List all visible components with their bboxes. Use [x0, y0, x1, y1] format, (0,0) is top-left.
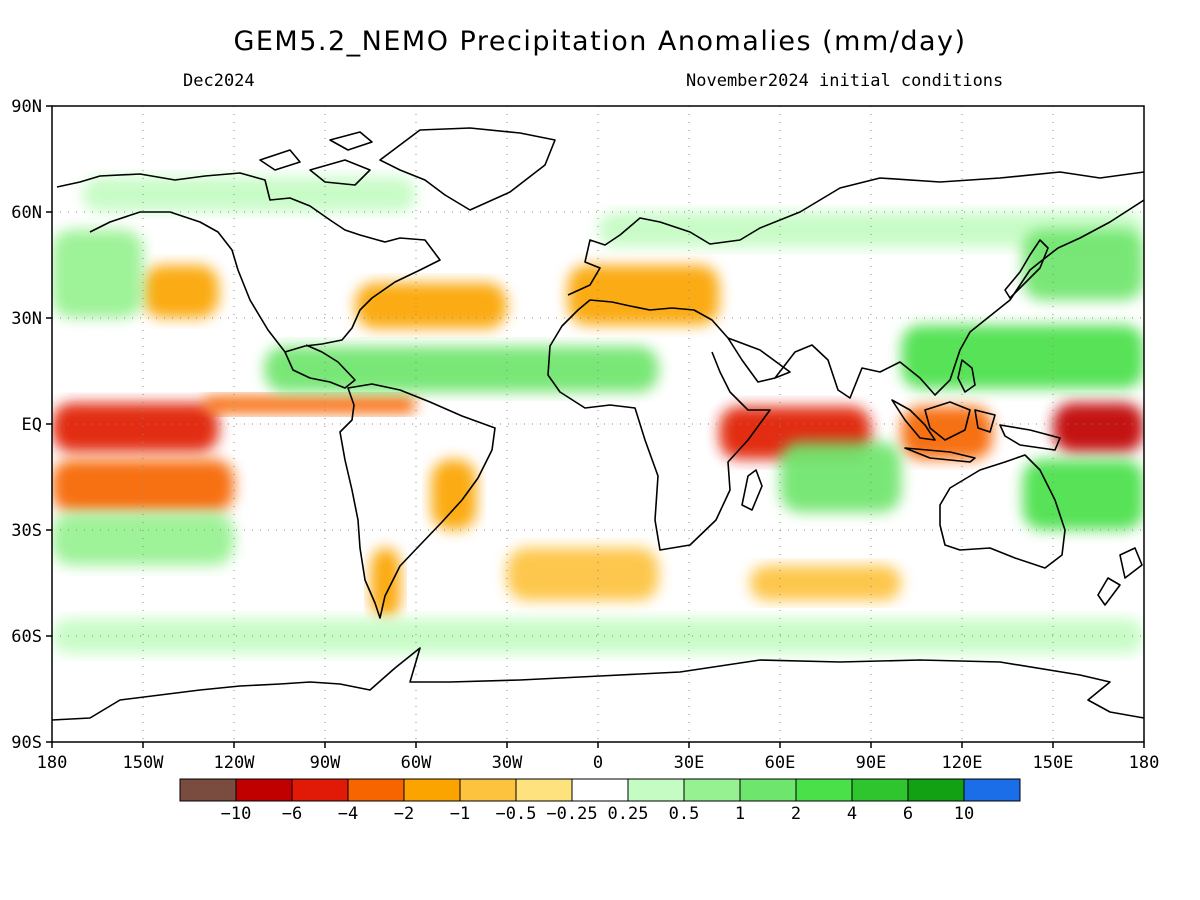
colorbar-swatch: [179, 778, 237, 802]
colorbar-swatch: [459, 778, 517, 802]
colorbar-label: 0.5: [669, 804, 700, 824]
anomaly-region-6: [143, 265, 219, 318]
colorbar-label: −1: [450, 804, 470, 824]
lat-label: 30N: [11, 309, 42, 329]
colorbar-swatch: [795, 778, 853, 802]
lat-label: EQ: [22, 415, 42, 435]
colorbar-swatch: [963, 778, 1021, 802]
lon-label: 30E: [674, 753, 705, 773]
colorbar-swatch: [907, 778, 965, 802]
lon-label: 30W: [492, 753, 523, 773]
colorbar-swatch: [515, 778, 573, 802]
lon-label: 150E: [1033, 753, 1074, 773]
lat-label: 60S: [11, 627, 42, 647]
anomaly-region-17: [780, 441, 902, 513]
colorbar-swatch: [571, 778, 629, 802]
anomaly-region-12: [749, 565, 902, 601]
colorbar-swatch: [851, 778, 909, 802]
map-title: GEM5.2_NEMO Precipitation Anomalies (mm/…: [233, 26, 967, 57]
colorbar-label: −4: [338, 804, 358, 824]
anomaly-region-3: [52, 459, 234, 513]
anomaly-region-5: [1053, 402, 1144, 453]
lon-label: 60W: [401, 753, 432, 773]
colorbar-label: −6: [282, 804, 302, 824]
colorbar-label: −10: [221, 804, 252, 824]
colorbar-label: 6: [903, 804, 913, 824]
colorbar-swatch: [739, 778, 797, 802]
lon-label: 0: [593, 753, 603, 773]
anomaly-region-13: [370, 547, 401, 619]
anomaly-region-21: [598, 212, 1144, 248]
lat-label: 90N: [11, 97, 42, 117]
colorbar-label: 4: [847, 804, 857, 824]
anomaly-region-20: [82, 176, 416, 212]
anomaly-region-2: [203, 395, 416, 414]
colorbar-label: −0.25: [546, 804, 597, 824]
lon-label: 180: [37, 753, 68, 773]
coastlines: [52, 127, 1144, 721]
lat-label: 60N: [11, 203, 42, 223]
colorbar-label: 0.25: [608, 804, 649, 824]
anomaly-region-15: [901, 325, 1144, 389]
colorbar-label: 2: [791, 804, 801, 824]
anomaly-region-11: [507, 547, 659, 601]
lon-label: 120E: [942, 753, 983, 773]
anomaly-region-23: [52, 618, 1144, 654]
lon-label: 150W: [123, 753, 165, 773]
lat-label: 90S: [11, 733, 42, 753]
anomaly-region-8: [431, 459, 477, 530]
lon-label: 120W: [214, 753, 256, 773]
anomaly-region-9: [567, 265, 720, 326]
lon-label: 90W: [310, 753, 341, 773]
lat-label: 30S: [11, 521, 42, 541]
colorbar-swatch: [683, 778, 741, 802]
lon-label: 90E: [856, 753, 887, 773]
colorbar-swatch: [291, 778, 349, 802]
lon-label: 180: [1129, 753, 1160, 773]
colorbar-swatch: [347, 778, 405, 802]
colorbar: −10 −6 −4 −2 −1 −0.5 −0.25 0.25 0.5 1 2 4 6 10: [179, 778, 1021, 824]
lon-label: 60E: [765, 753, 796, 773]
colorbar-label: 1: [735, 804, 745, 824]
anomaly-region-14: [264, 346, 659, 393]
anomaly-region-1: [52, 402, 219, 453]
colorbar-label: 10: [954, 804, 974, 824]
colorbar-label: −0.5: [496, 804, 537, 824]
colorbar-swatch: [627, 778, 685, 802]
colorbar-swatch: [235, 778, 293, 802]
anomaly-region-10: [901, 406, 993, 460]
colorbar-label: −2: [394, 804, 414, 824]
initial-conditions-label: November2024 initial conditions: [686, 71, 1004, 91]
colorbar-swatch: [403, 778, 461, 802]
anomaly-region-16: [1022, 459, 1144, 530]
anomaly-region-7: [355, 282, 507, 329]
anomaly-region-19: [52, 229, 143, 318]
valid-month-label: Dec2024: [183, 71, 255, 91]
